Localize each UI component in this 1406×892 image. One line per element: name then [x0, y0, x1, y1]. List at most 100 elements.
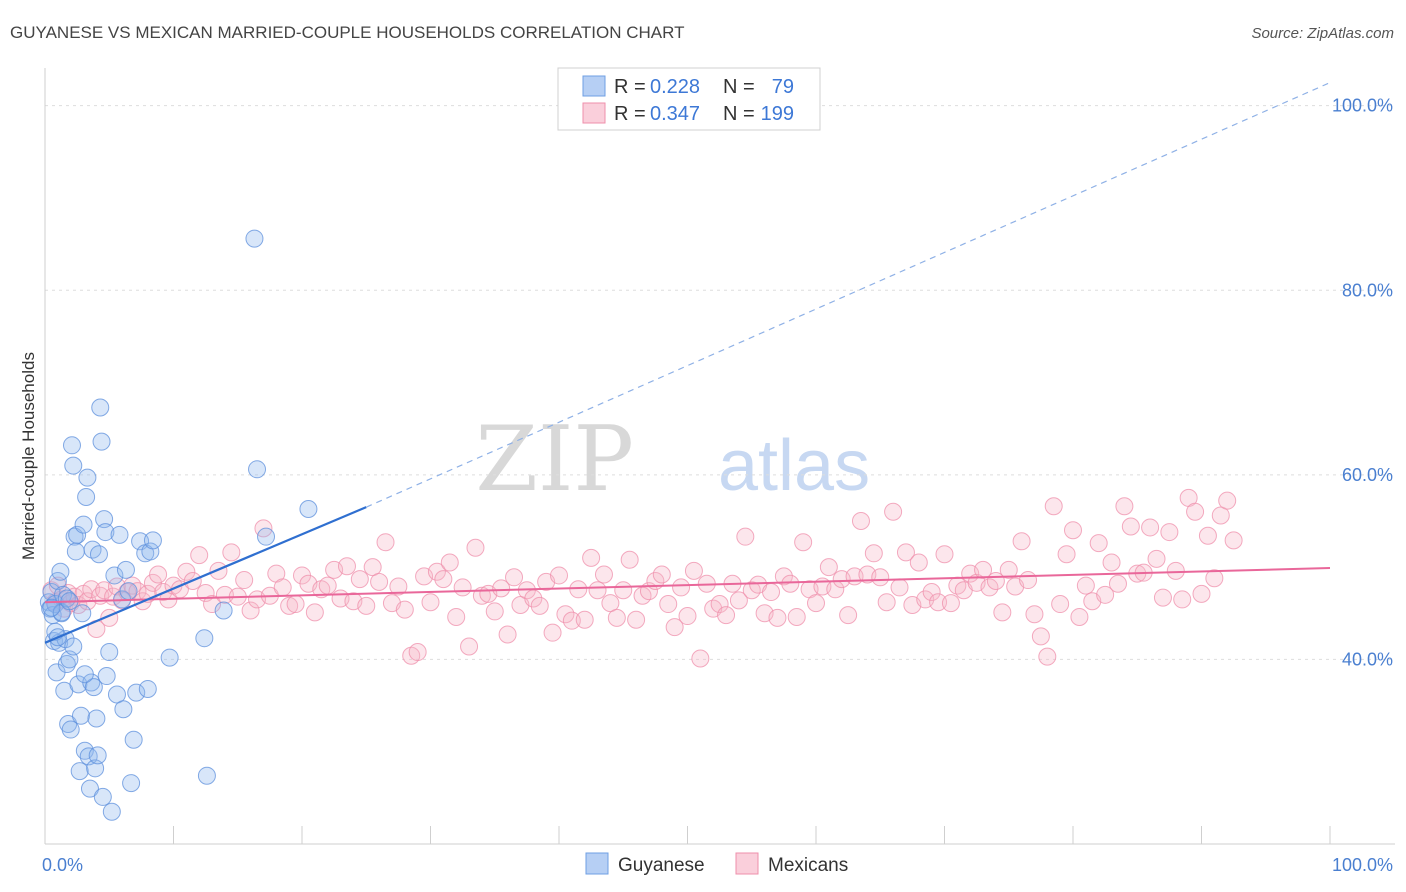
data-point-mexicans [1173, 590, 1192, 609]
data-point-guyanese [105, 566, 124, 585]
data-point-mexicans [575, 610, 594, 629]
data-point-mexicans [550, 566, 568, 585]
data-point-mexicans [999, 560, 1018, 579]
data-point-mexicans [672, 578, 691, 597]
data-point-guyanese [100, 643, 119, 662]
data-point-mexicans [350, 570, 369, 589]
data-point-mexicans [736, 527, 755, 546]
data-point-mexicans [543, 623, 562, 642]
data-point-mexicans [864, 544, 883, 563]
data-point-mexicans [890, 578, 909, 597]
data-point-mexicans [492, 579, 511, 598]
data-point-mexicans [588, 581, 607, 600]
data-point-mexicans [787, 607, 806, 626]
data-point-mexicans [1019, 571, 1038, 590]
x-tick-label: 0.0% [42, 855, 83, 875]
data-point-mexicans [376, 533, 395, 552]
data-point-mexicans [1031, 627, 1050, 646]
data-point-mexicans [466, 538, 485, 557]
data-point-mexicans [370, 572, 389, 591]
data-point-mexicans [1166, 561, 1185, 580]
bottom-legend-swatch-guyanese [585, 852, 609, 875]
data-point-guyanese [64, 456, 83, 475]
legend-box: R = 0.228 N = 79 R = 0.347 N = 199 [557, 67, 821, 131]
data-point-mexicans [203, 595, 222, 614]
data-point-mexicans [447, 607, 466, 626]
data-point-mexicans [1198, 526, 1217, 545]
data-point-guyanese [77, 487, 96, 506]
data-point-mexicans [1115, 497, 1134, 516]
data-point-mexicans [935, 545, 954, 564]
trend-lines [44, 82, 1331, 644]
data-point-guyanese [78, 468, 97, 487]
data-point-mexicans [922, 583, 941, 602]
legend-n-label-guyanese: N = [723, 76, 755, 98]
data-point-guyanese [88, 746, 107, 765]
legend-swatch-mexicans [582, 102, 606, 124]
y-tick-label: 100.0% [1332, 96, 1393, 116]
data-point-mexicans [1096, 585, 1115, 604]
data-point-guyanese [214, 601, 233, 620]
data-point-mexicans [273, 578, 292, 597]
data-point-mexicans [877, 593, 896, 612]
data-point-guyanese [138, 679, 157, 698]
data-point-guyanese [124, 730, 143, 749]
data-point-mexicans [774, 567, 793, 586]
data-point-guyanese [89, 545, 108, 564]
data-point-mexicans [762, 583, 781, 602]
data-point-guyanese [299, 499, 318, 518]
y-tick-label: 60.0% [1342, 465, 1393, 485]
legend-r-value-guyanese: 0.228 [650, 76, 700, 98]
data-point-guyanese [97, 667, 116, 686]
data-point-mexicans [665, 618, 684, 637]
data-point-mexicans [498, 625, 517, 644]
data-point-guyanese [51, 562, 70, 581]
data-point-guyanese [74, 515, 93, 534]
data-point-mexicans [1205, 569, 1224, 588]
data-point-mexicans [807, 594, 825, 613]
data-point-guyanese [95, 510, 114, 529]
data-point-mexicans [884, 502, 903, 521]
data-point-mexicans [620, 550, 639, 569]
data-point-mexicans [190, 546, 209, 565]
data-point-mexicans [851, 511, 870, 530]
data-point-mexicans [1012, 532, 1031, 551]
data-point-mexicans [1147, 549, 1166, 568]
data-point-guyanese [245, 229, 264, 248]
data-point-guyanese [80, 779, 99, 798]
data-point-guyanese [71, 706, 90, 725]
data-point-mexicans [684, 561, 703, 580]
data-point-mexicans [1038, 647, 1057, 666]
legend-r-value-mexicans: 0.347 [650, 103, 700, 125]
data-point-mexicans [177, 562, 196, 581]
chart-source: Source: ZipAtlas.com [1251, 25, 1394, 42]
y-axis-label: Married-couple Households [19, 352, 38, 560]
data-point-mexicans [408, 643, 427, 662]
data-point-mexicans [460, 637, 479, 656]
data-point-mexicans [582, 548, 601, 567]
legend-r-label-guyanese: R = [614, 76, 646, 98]
data-point-guyanese [248, 460, 267, 479]
axes [44, 68, 1395, 845]
data-point-mexicans [1141, 518, 1160, 537]
data-point-mexicans [485, 602, 504, 621]
series-mexicans [42, 488, 1243, 668]
data-point-mexicans [1218, 491, 1237, 510]
data-point-mexicans [1153, 588, 1172, 607]
data-point-mexicans [871, 568, 890, 587]
data-point-guyanese [93, 787, 112, 806]
data-point-guyanese [116, 560, 135, 579]
data-point-mexicans [781, 574, 800, 593]
trend-line-guyanese [44, 506, 367, 644]
data-point-guyanese [57, 589, 76, 608]
data-point-mexicans [427, 562, 446, 581]
data-point-mexicans [659, 595, 678, 614]
data-point-mexicans [222, 543, 241, 562]
data-point-mexicans [729, 591, 748, 610]
data-point-mexicans [421, 593, 440, 612]
data-point-mexicans [1089, 534, 1108, 553]
data-point-guyanese [68, 525, 87, 544]
data-point-mexicans [286, 595, 305, 614]
data-point-mexicans [839, 606, 858, 625]
